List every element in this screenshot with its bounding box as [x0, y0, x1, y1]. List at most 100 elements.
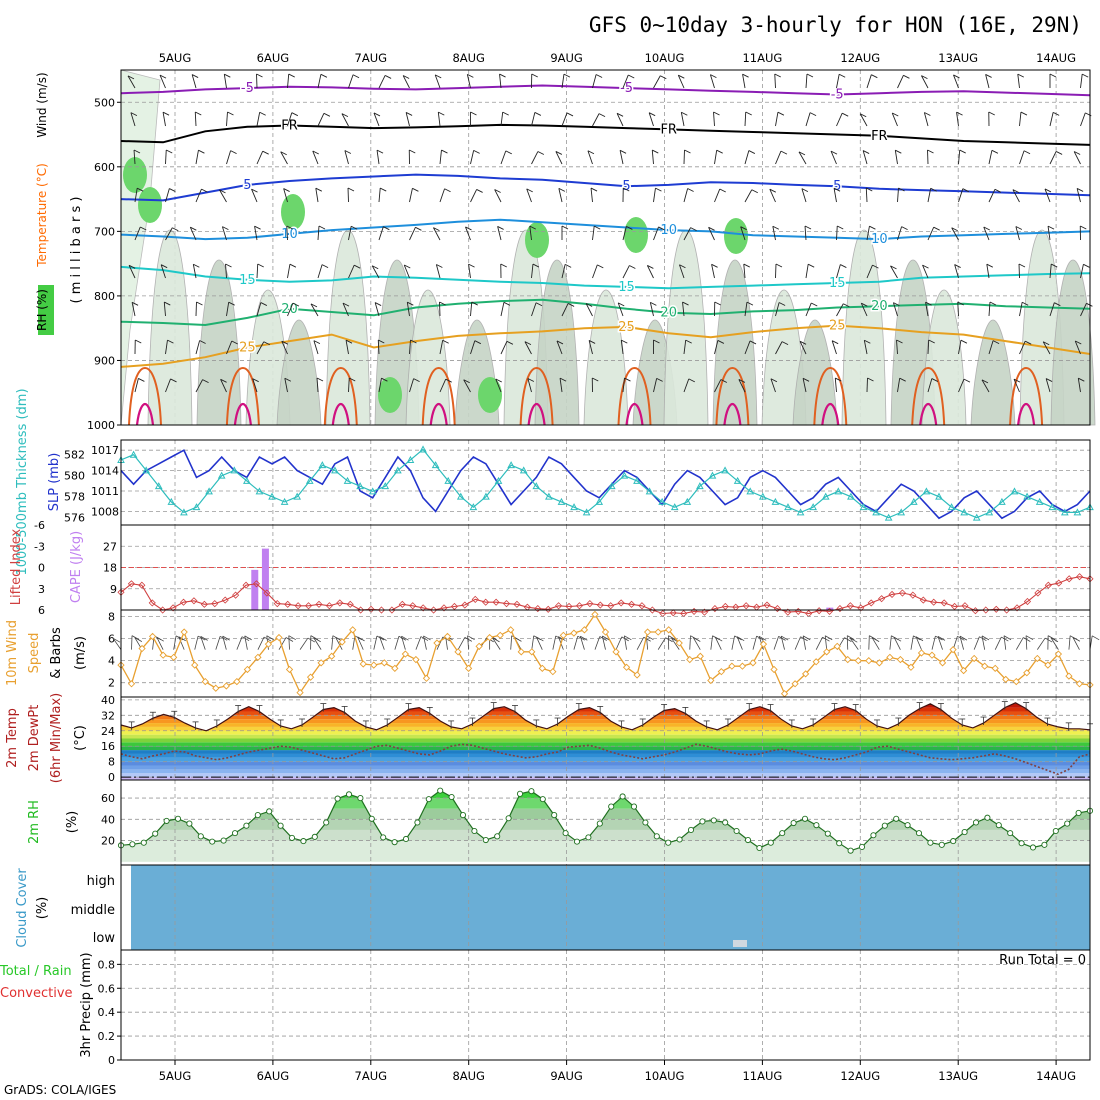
slp-panel-frame	[120, 439, 1091, 526]
wind-speed-point	[433, 639, 441, 647]
wind-barb-flag	[708, 226, 715, 231]
wind-barb	[344, 150, 349, 165]
temp-band	[121, 750, 1090, 754]
date-tick-top: 9AUG	[550, 51, 583, 65]
wind-barb-flag	[1020, 111, 1028, 116]
wind-speed-point	[591, 610, 599, 619]
wind-barb	[958, 340, 962, 355]
wind-barb-flag	[494, 189, 501, 193]
wind-barb	[465, 226, 471, 241]
lifted-index-point	[419, 604, 427, 612]
wind-speed-point	[464, 664, 473, 673]
wind-barb	[529, 226, 532, 241]
wind-speed-point	[243, 665, 252, 674]
thickness-point	[545, 492, 553, 500]
lifted-index-point	[1003, 606, 1011, 614]
wind-barb-flag	[720, 379, 728, 383]
wind-barb-flag	[286, 225, 293, 230]
wind-barb	[165, 188, 170, 203]
rh-tick-label: 40	[101, 813, 115, 826]
wind10-barb	[579, 636, 585, 650]
wind-barb-flag	[738, 379, 746, 383]
wind-barb	[409, 188, 413, 203]
wind-speed-point	[380, 659, 388, 667]
lifted-index-point	[398, 600, 406, 608]
wind-barb-flag	[837, 225, 844, 230]
lifted-index-point	[534, 605, 542, 613]
wind-barb-flag	[713, 111, 720, 116]
wind-barb	[653, 378, 658, 393]
contour-label: 15	[618, 280, 635, 295]
rh-shade-region	[663, 229, 709, 426]
wind10-barb-flag	[285, 637, 294, 642]
thickness-point	[985, 508, 994, 516]
wind-barb-flag	[777, 111, 785, 116]
wind-speed-point	[580, 626, 589, 634]
thickness-point	[192, 503, 201, 511]
lifted-index-point	[919, 596, 927, 604]
rh-point	[1029, 844, 1037, 851]
wind-barb-flag	[903, 74, 910, 79]
wind-barb	[226, 150, 232, 165]
wind-barb-flag	[1015, 226, 1023, 230]
wind-barb	[524, 341, 532, 355]
wind-barb	[836, 74, 840, 89]
contour-label: 20	[871, 299, 888, 314]
rh-high-shade	[378, 377, 402, 413]
wind-speed-point	[791, 680, 799, 688]
wind-barb	[956, 112, 959, 127]
wind-speed-point	[264, 640, 273, 648]
wind-barb	[860, 303, 868, 317]
wind-barb-flag	[532, 263, 540, 268]
lifted-index-point	[648, 606, 656, 614]
li-tick-label: 0	[38, 562, 45, 575]
thickness-point	[1010, 487, 1019, 495]
wind-barb-flag	[652, 149, 659, 154]
wind10-barb	[815, 636, 823, 650]
temp-30-core	[421, 366, 456, 426]
temp-contour-line	[120, 218, 1091, 241]
wind10-barb	[893, 636, 901, 650]
wind-barb	[220, 379, 227, 393]
wind10-barb-flag	[825, 635, 833, 641]
date-tick-bottom: 10AUG	[645, 1069, 685, 1083]
lifted-index-point	[961, 602, 969, 610]
wind-barb	[195, 379, 203, 393]
rh2m-panel: 20 40 60 2m RH (%)	[27, 780, 1094, 865]
wind10-barb-flag	[467, 635, 475, 641]
temp-band	[121, 753, 1090, 758]
rh-point	[323, 819, 330, 826]
temp-35-core	[429, 402, 448, 426]
rh-point	[129, 841, 136, 848]
wind-barb	[592, 74, 597, 89]
wind-barb-flag	[799, 340, 807, 345]
rh-point	[425, 796, 432, 803]
wind-barb-flag	[841, 112, 849, 117]
rh-point	[642, 819, 649, 826]
precip-tick-label: 0.2	[98, 1030, 116, 1043]
wind-barb-flag	[378, 339, 385, 344]
lifted-index-point	[784, 608, 792, 616]
wind-barb	[985, 74, 990, 89]
thickness-point	[909, 497, 918, 505]
wind-barb-flag	[807, 263, 815, 268]
wind-barb-flag	[347, 187, 355, 192]
rh-point	[984, 814, 991, 821]
wind10-barb	[849, 637, 859, 650]
rh-point	[288, 834, 296, 841]
rh-point	[516, 790, 524, 797]
wind-barb-flag	[749, 340, 757, 345]
wind-barb	[1019, 341, 1026, 355]
wind10-barb	[802, 635, 807, 650]
wind-barb	[371, 265, 380, 279]
wind-barb-flag	[928, 339, 935, 344]
wind-barb-flag	[1024, 340, 1032, 345]
wind-barb	[981, 379, 990, 393]
wind-barb	[433, 227, 441, 241]
wind-barb	[317, 264, 323, 279]
wind-barb	[1076, 188, 1081, 203]
wind-barb-flag	[871, 74, 878, 79]
wind-barb-flag	[688, 378, 695, 383]
wind-barb	[986, 264, 990, 279]
wind-barb	[958, 150, 961, 165]
